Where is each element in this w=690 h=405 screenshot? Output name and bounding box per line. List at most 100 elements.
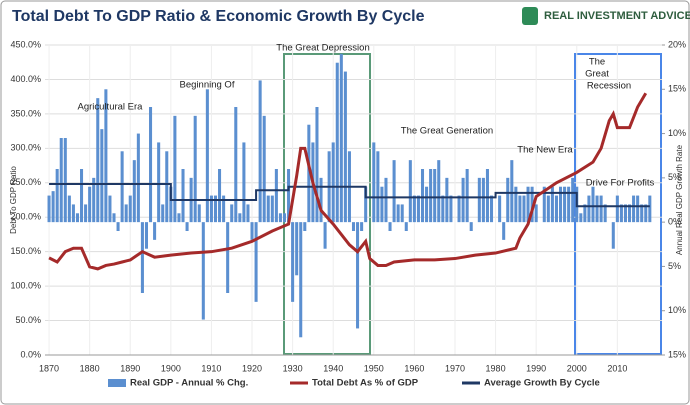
bar: [136, 133, 140, 223]
bar: [477, 177, 481, 223]
y2-tick-label: 15%: [668, 349, 686, 359]
legend-label: Real GDP - Annual % Chg.: [130, 378, 248, 389]
bar: [100, 129, 104, 223]
bar: [157, 142, 161, 223]
bar: [222, 195, 226, 223]
bar: [530, 186, 534, 223]
bar: [173, 115, 177, 223]
bar: [514, 186, 518, 223]
bar: [165, 151, 169, 223]
bar: [510, 160, 514, 223]
bar: [615, 195, 619, 223]
bar: [47, 195, 51, 223]
bar: [295, 222, 299, 276]
bar: [469, 222, 473, 231]
annotation: The: [589, 57, 605, 68]
bar: [144, 222, 149, 249]
x-tick-label: 1880: [80, 363, 100, 373]
bar: [356, 222, 360, 329]
bar: [234, 107, 238, 223]
bar: [59, 138, 63, 223]
bar: [104, 89, 108, 223]
bar: [449, 195, 453, 223]
y2-tick-label: 5%: [668, 261, 681, 271]
bar: [384, 177, 388, 223]
bar: [92, 177, 96, 223]
bar: [51, 191, 55, 223]
bar: [323, 222, 327, 249]
bar: [132, 160, 136, 223]
bar: [63, 138, 67, 223]
series-line: [48, 92, 648, 271]
bar: [445, 177, 449, 223]
bar: [250, 222, 254, 240]
y-tick-label: 400.0%: [10, 74, 41, 84]
bar: [120, 151, 124, 223]
chart-title: Total Debt To GDP Ratio & Economic Growt…: [12, 8, 425, 25]
x-tick-label: 1930: [283, 363, 303, 373]
bar: [299, 222, 303, 338]
bar: [339, 53, 343, 223]
bar: [343, 71, 347, 223]
bar: [611, 222, 615, 249]
bar: [554, 195, 558, 223]
bar: [579, 213, 583, 223]
x-tick-label: 1910: [201, 363, 221, 373]
bar: [230, 204, 234, 223]
bar: [481, 177, 485, 223]
annotation: The Great Generation: [401, 126, 493, 137]
bar: [412, 195, 416, 223]
y2-tick-label: 15%: [668, 84, 686, 94]
bar: [485, 169, 489, 223]
y-tick-label: 350.0%: [10, 108, 41, 118]
y-tick-label: 150.0%: [10, 246, 41, 256]
bar: [205, 89, 209, 223]
bar: [644, 204, 648, 223]
bar: [518, 195, 522, 223]
bar: [116, 222, 120, 231]
x-tick-label: 1970: [445, 363, 465, 373]
bar: [226, 222, 230, 293]
y-tick-label: 250.0%: [10, 177, 41, 187]
annotation: Agricultural Era: [78, 102, 144, 113]
bar: [388, 222, 392, 231]
y2-axis-title: Annual Real GDP Growth Rate: [675, 144, 684, 255]
x-tick-label: 1890: [120, 363, 140, 373]
annotation: The New Era: [517, 145, 573, 156]
bar: [623, 204, 627, 223]
bar: [364, 186, 368, 223]
y-tick-label: 300.0%: [10, 143, 41, 153]
annotation: Great: [585, 69, 609, 80]
bar: [376, 151, 380, 223]
y-tick-label: 450.0%: [10, 39, 41, 49]
bar: [506, 177, 510, 223]
x-tick-label: 1920: [242, 363, 262, 373]
bar: [526, 186, 530, 223]
bar: [209, 195, 213, 223]
bar: [502, 222, 506, 240]
x-tick-label: 1950: [364, 363, 384, 373]
bar: [558, 186, 563, 223]
bar: [489, 195, 494, 223]
bar: [400, 204, 404, 223]
bar: [619, 204, 623, 223]
annotation: Drive For Profits: [586, 178, 655, 189]
bar: [546, 195, 550, 223]
bar: [201, 222, 205, 320]
legend-label: Total Debt As % of GDP: [312, 378, 419, 389]
bar: [246, 204, 250, 223]
y2-tick-label: 10%: [668, 128, 686, 138]
bar: [96, 98, 100, 223]
bar: [75, 213, 79, 223]
x-tick-label: 1960: [404, 363, 424, 373]
bar: [242, 142, 246, 223]
x-tick-label: 2000: [567, 363, 587, 373]
bar: [632, 195, 636, 223]
bar: [404, 222, 408, 231]
bar: [169, 186, 173, 223]
bar: [315, 107, 319, 223]
bar: [522, 195, 526, 223]
x-tick-label: 1980: [486, 363, 506, 373]
x-tick-label: 1870: [39, 363, 59, 373]
